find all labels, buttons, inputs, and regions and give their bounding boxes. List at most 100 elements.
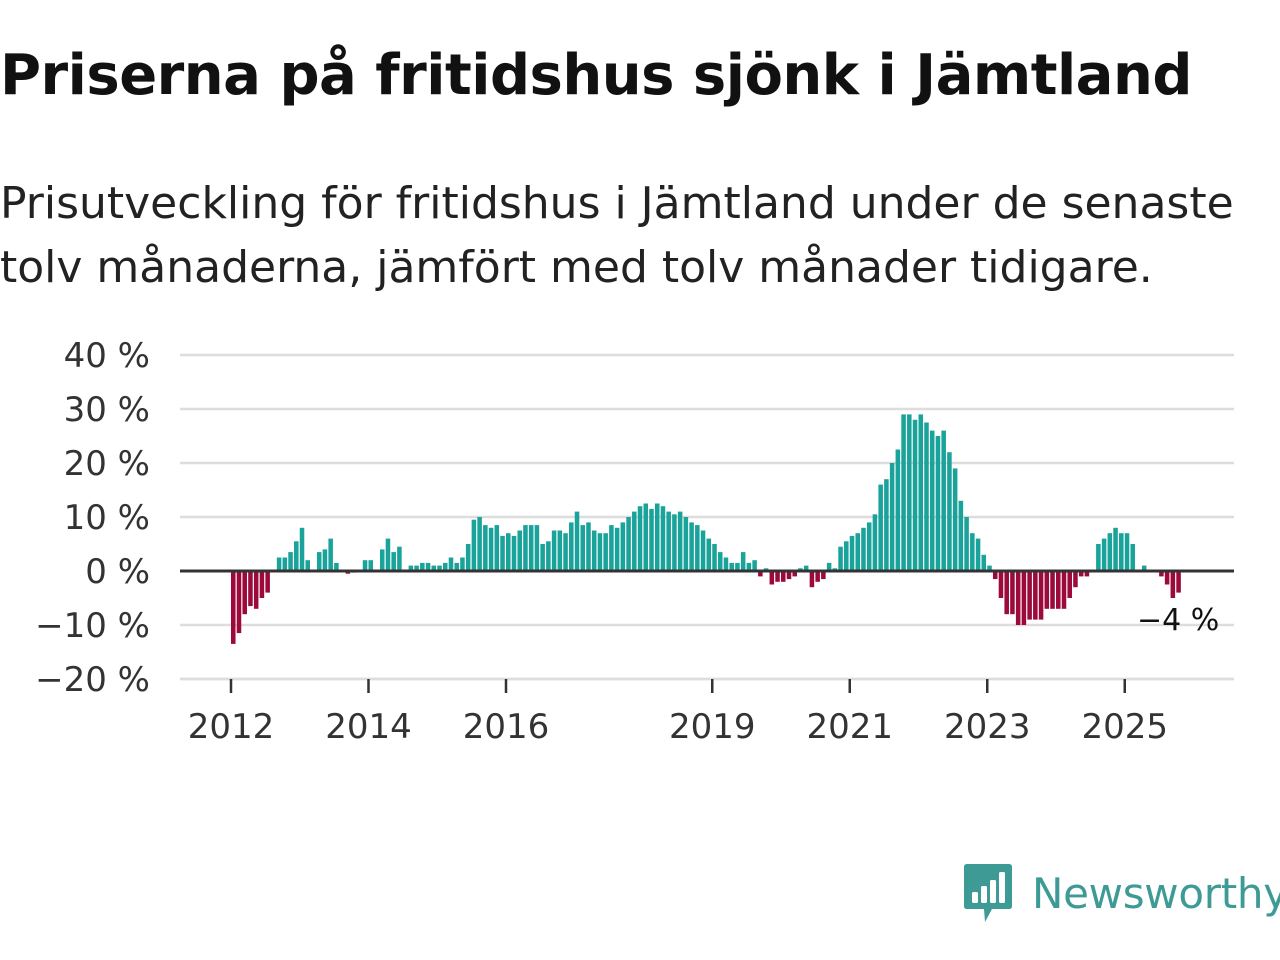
bar [952, 468, 958, 571]
bar [494, 525, 500, 571]
bar [523, 525, 528, 571]
bar [528, 525, 534, 571]
bar [735, 562, 740, 571]
bar [958, 500, 964, 571]
bar [580, 525, 586, 571]
bar [242, 571, 247, 615]
bar [614, 527, 620, 571]
bar [1061, 571, 1067, 609]
bar [700, 530, 706, 571]
bar [1124, 533, 1130, 571]
x-tick-label: 2023 [944, 707, 1031, 747]
bar [649, 508, 654, 571]
bar [603, 533, 608, 571]
bar [448, 557, 454, 571]
bar [792, 571, 797, 577]
grid-lines [180, 353, 1234, 681]
bar [1078, 571, 1084, 577]
bar [574, 511, 580, 571]
bar [1044, 571, 1050, 609]
y-tick-label: 0 % [85, 552, 150, 592]
bar [442, 562, 448, 571]
bar [488, 527, 494, 571]
bar [717, 552, 723, 571]
bar [265, 571, 270, 593]
bar [803, 565, 809, 571]
bar [454, 562, 459, 571]
bar [964, 517, 969, 571]
bar [1021, 571, 1027, 625]
bar [712, 544, 717, 571]
bar [861, 527, 866, 571]
bar [844, 541, 849, 571]
bar [231, 571, 236, 644]
bar [1073, 571, 1078, 588]
bar [253, 571, 259, 609]
y-tick-label: 20 % [64, 444, 150, 484]
bar [368, 560, 374, 571]
last-value-label: −4 % [1137, 603, 1219, 638]
bar [677, 511, 683, 571]
bar [987, 565, 992, 571]
bar [316, 552, 322, 571]
bar [299, 527, 305, 571]
bar [786, 571, 792, 580]
bar [849, 535, 855, 571]
bar [1004, 571, 1009, 615]
bar [282, 557, 288, 571]
bar [918, 414, 924, 571]
bar [889, 463, 895, 571]
bar [683, 517, 689, 571]
bar [970, 533, 975, 571]
bar [236, 571, 242, 634]
bar [912, 419, 918, 571]
bar [465, 544, 471, 571]
bar [471, 519, 477, 571]
bar [884, 479, 889, 571]
bar [500, 535, 505, 571]
y-tick-label: −10 % [35, 606, 150, 646]
brand-name: Newsworthy [1032, 868, 1280, 918]
bar [1113, 527, 1118, 571]
bar [689, 522, 694, 571]
bar [752, 560, 757, 571]
bar [821, 571, 826, 580]
bar [294, 541, 299, 571]
bar [408, 565, 414, 571]
bar [855, 533, 861, 571]
bar [540, 544, 545, 571]
x-tick-label: 2016 [463, 707, 550, 747]
bar [546, 541, 551, 571]
bar [322, 549, 328, 571]
bar [872, 514, 878, 571]
bar [597, 533, 603, 571]
bar [506, 533, 511, 571]
x-tick-label: 2019 [669, 707, 756, 747]
bar [895, 449, 901, 571]
bar [666, 511, 671, 571]
chart-subtitle: Prisutveckling för fritidshus i Jämtland… [0, 178, 1234, 293]
bar [517, 530, 522, 571]
bar [259, 571, 265, 598]
bar [534, 525, 540, 571]
bar [1033, 571, 1038, 620]
bar [901, 414, 906, 571]
bar [998, 571, 1004, 598]
bar [941, 430, 946, 571]
y-tick-label: 40 % [64, 336, 150, 376]
bar [1141, 565, 1147, 571]
bar [391, 552, 396, 571]
bar [1101, 538, 1107, 571]
bar [1010, 571, 1015, 615]
bar [1164, 571, 1170, 585]
bar [838, 546, 843, 571]
bar [1027, 571, 1032, 620]
bar [362, 560, 368, 571]
bar [397, 546, 402, 571]
bar [878, 484, 883, 571]
bar [1050, 571, 1055, 609]
y-tick-label: −20 % [35, 660, 150, 700]
bar [425, 562, 431, 571]
bar [809, 571, 815, 588]
